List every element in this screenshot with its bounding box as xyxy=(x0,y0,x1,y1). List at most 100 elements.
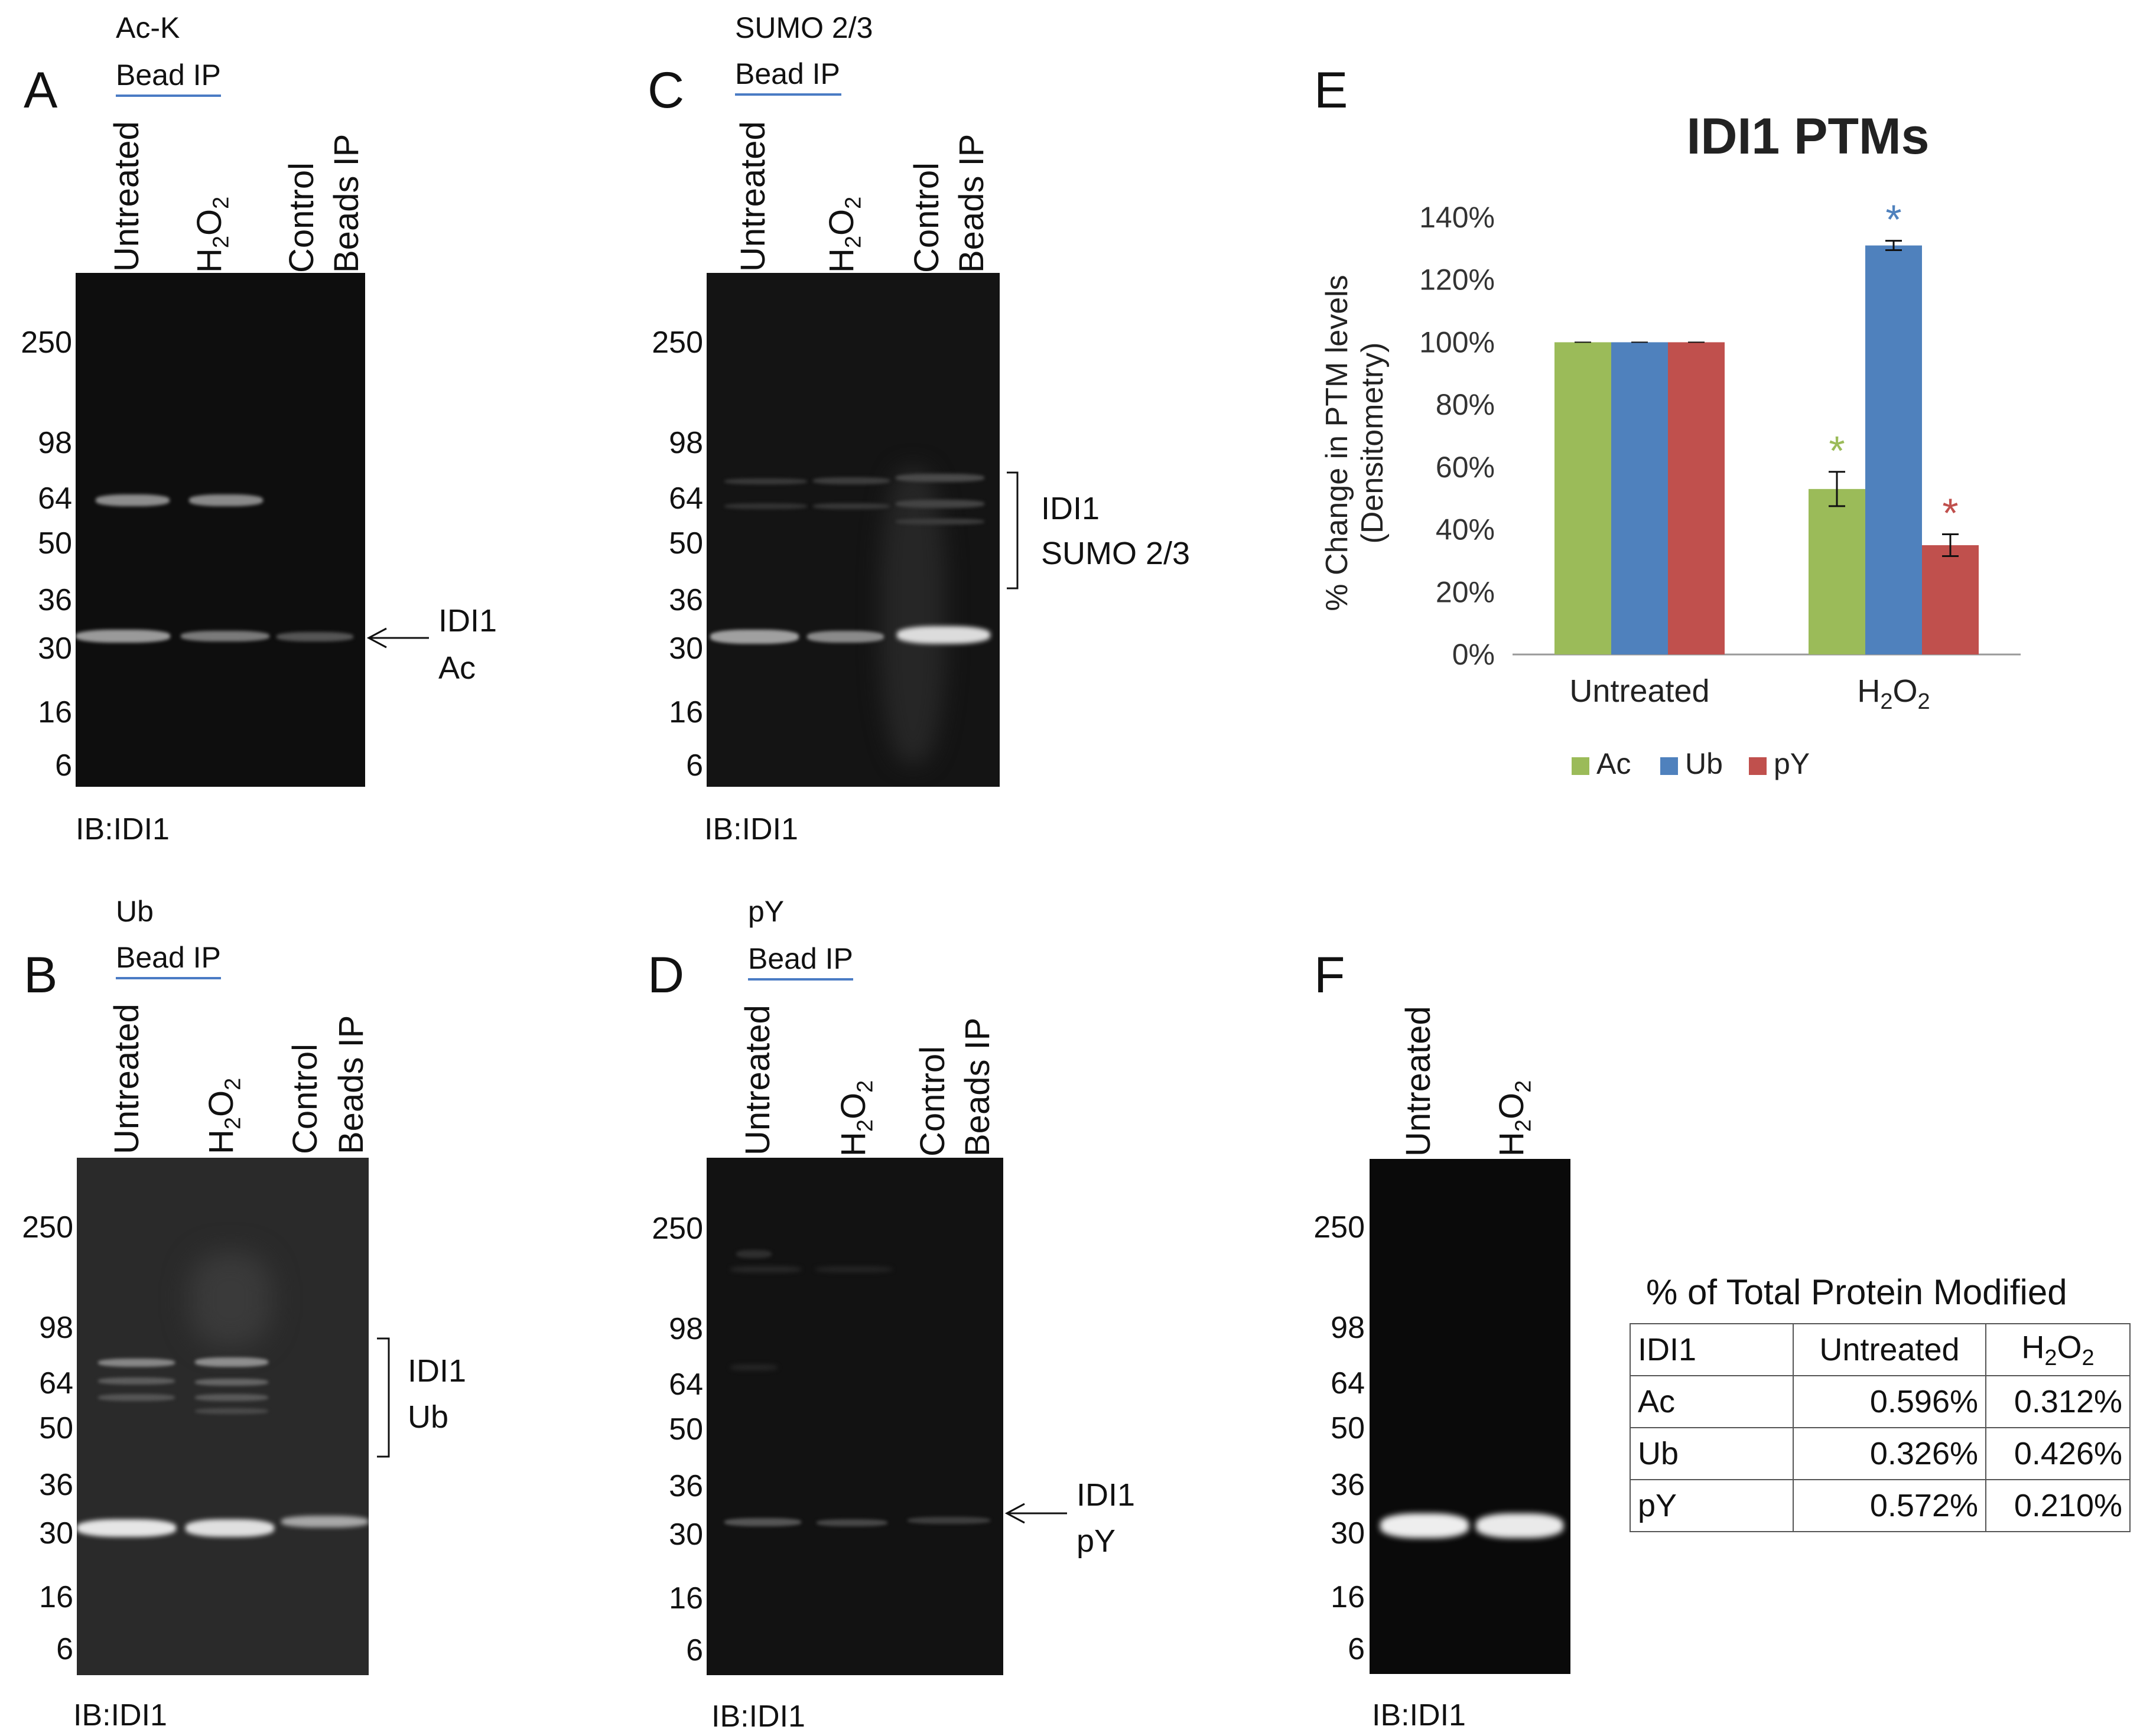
panel-b-band xyxy=(281,1516,369,1527)
panel-c-lane-untreated: Untreated xyxy=(734,121,772,272)
chart-bar-py xyxy=(1922,545,1979,654)
table-row: Ub 0.326% 0.426% xyxy=(1630,1427,2131,1480)
panel-d-mw-marker: 30 xyxy=(669,1517,703,1552)
panel-d-ip-label: Bead IP xyxy=(748,942,853,975)
panel-f-ib-label: IB:IDI1 xyxy=(1372,1698,1466,1732)
panel-c-annotation-ptm: SUMO 2/3 xyxy=(1041,536,1191,571)
panel-d-mw-marker: 36 xyxy=(669,1469,703,1503)
panel-f-blot xyxy=(1370,1159,1570,1674)
chart-x-tick-label: H2O2 xyxy=(1857,673,1930,714)
panel-b-mw-marker: 98 xyxy=(39,1311,73,1345)
chart-legend-label: Ub xyxy=(1685,747,1723,780)
chart-y-tick-label: 140% xyxy=(1419,201,1495,234)
panel-a-ip-antibody: Ac-K xyxy=(116,11,180,44)
panel-b-ip-label: Bead IP xyxy=(116,941,221,974)
panel-c-band xyxy=(897,626,990,644)
panel-a-lane-control: Control xyxy=(282,162,321,273)
panel-d-mw-marker: 6 xyxy=(686,1633,703,1667)
panel-d-lane-h2o2: H2O2 xyxy=(834,1080,878,1157)
table-cell: 0.210% xyxy=(1985,1479,2131,1532)
chart-significance-star: * xyxy=(1829,428,1845,474)
panel-f-mw-marker: 98 xyxy=(1331,1311,1365,1345)
panel-b-mw-marker: 50 xyxy=(39,1411,73,1445)
panel-c-bracket xyxy=(1007,471,1019,589)
chart-significance-star: * xyxy=(1942,490,1958,536)
table-row: pY 0.572% 0.210% xyxy=(1630,1479,2131,1532)
panel-c-mw-marker: 64 xyxy=(669,481,703,516)
panel-d-band xyxy=(815,1266,892,1272)
table-cell: pY xyxy=(1630,1479,1794,1532)
panel-d-mw-marker: 98 xyxy=(669,1312,703,1346)
panel-b-label: B xyxy=(24,947,58,1004)
panel-d-mw-marker: 64 xyxy=(669,1367,703,1402)
panel-d-lane-beads-ip: Beads IP xyxy=(958,1017,997,1157)
table-row: Ac 0.596% 0.312% xyxy=(1630,1375,2131,1428)
panel-d-lane-untreated: Untreated xyxy=(739,1005,777,1155)
panel-d-ip-underline xyxy=(748,978,853,981)
panel-b-mw-marker: 64 xyxy=(39,1366,73,1400)
panel-d-label: D xyxy=(648,947,685,1004)
panel-c-mw-marker: 98 xyxy=(669,426,703,460)
panel-c-mw-marker: 16 xyxy=(669,695,703,729)
panel-f-mw-marker: 50 xyxy=(1331,1411,1365,1445)
panel-a-arrow xyxy=(366,627,429,649)
panel-d-annotation-protein: IDI1 xyxy=(1076,1477,1136,1513)
panel-c-mw-marker: 250 xyxy=(652,325,703,360)
table-header-row: IDI1 Untreated H2O2 xyxy=(1630,1323,2131,1376)
panel-b-mw-marker: 30 xyxy=(39,1516,73,1551)
panel-a-band xyxy=(181,631,269,641)
panel-d-ip-antibody: pY xyxy=(748,895,785,928)
modified-protein-table: IDI1 Untreated H2O2 Ac 0.596% 0.312% Ub … xyxy=(1630,1323,2131,1532)
chart-bar-ac xyxy=(1809,488,1865,654)
panel-d-blot xyxy=(707,1158,1003,1675)
table-cell: Ac xyxy=(1630,1375,1794,1428)
chart-y-axis-label-line2: (Densitometry) xyxy=(1355,343,1390,544)
panel-f-label: F xyxy=(1314,947,1345,1004)
panel-b-ib-label: IB:IDI1 xyxy=(73,1698,167,1732)
panel-a-ip-underline xyxy=(116,95,221,97)
panel-b-band xyxy=(195,1357,268,1367)
table-cell: Ub xyxy=(1630,1427,1794,1480)
panel-b-band xyxy=(98,1359,175,1367)
panel-a-lane-untreated: Untreated xyxy=(108,121,146,272)
panel-c-ip-antibody: SUMO 2/3 xyxy=(735,11,873,44)
chart-y-tick-label: 60% xyxy=(1436,451,1495,484)
panel-c-band xyxy=(813,503,890,509)
panel-c-mw-marker: 36 xyxy=(669,583,703,617)
panel-d-band xyxy=(730,1364,778,1370)
chart-x-tick-label: Untreated xyxy=(1569,673,1709,709)
panel-a-label: A xyxy=(24,62,58,119)
panel-a-ip-label: Bead IP xyxy=(116,58,221,92)
chart-bar-ub xyxy=(1865,245,1922,654)
panel-b-band xyxy=(98,1377,175,1385)
panel-c-lane-h2o2: H2O2 xyxy=(822,196,866,273)
panel-d-mw-marker: 250 xyxy=(652,1211,703,1246)
panel-a-annotation-ptm: Ac xyxy=(438,650,476,686)
panel-b-mw-marker: 16 xyxy=(39,1580,73,1614)
panel-b-band xyxy=(189,1252,272,1347)
panel-d-arrow xyxy=(1004,1503,1067,1524)
panel-c-lane-beads-ip: Beads IP xyxy=(952,133,991,273)
panel-c-ip-underline xyxy=(735,93,841,96)
panel-c-band xyxy=(896,519,984,525)
table-header-cell: Untreated xyxy=(1793,1323,1986,1376)
panel-c-band xyxy=(710,630,799,644)
chart-y-tick-label: 20% xyxy=(1436,575,1495,608)
panel-c-mw-marker: 6 xyxy=(686,748,703,783)
table-cell: 0.312% xyxy=(1985,1375,2131,1428)
chart-bar-ac xyxy=(1554,342,1611,654)
panel-c-ip-label: Bead IP xyxy=(735,57,840,90)
chart-legend-swatch xyxy=(1749,757,1767,775)
panel-d-lane-control: Control xyxy=(913,1046,952,1157)
panel-a-mw-marker: 36 xyxy=(38,583,72,617)
panel-e-bar-chart: IDI1 PTMs % Change in PTM levels (Densitom… xyxy=(1320,108,2021,780)
panel-f-band xyxy=(1476,1513,1563,1538)
panel-a-band xyxy=(189,494,263,506)
panel-f-mw-marker: 64 xyxy=(1331,1366,1365,1400)
panel-a-mw-marker: 16 xyxy=(38,695,72,729)
panel-b-ip-antibody: Ub xyxy=(116,895,154,928)
chart-y-tick-label: 0% xyxy=(1452,638,1495,671)
panel-b-band xyxy=(195,1408,268,1414)
panel-b-band xyxy=(186,1519,274,1537)
panel-c-band xyxy=(724,478,807,484)
